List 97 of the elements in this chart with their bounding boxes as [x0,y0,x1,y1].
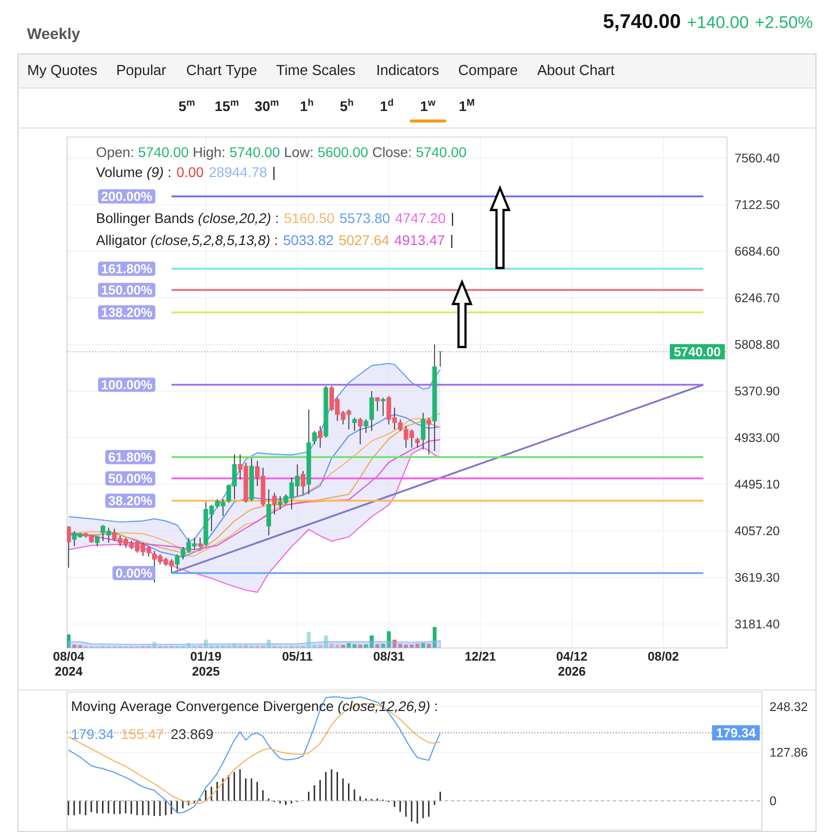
y-tick-label: 6684.60 [735,246,780,256]
annotation: 155.47 [122,729,163,740]
text: 15$^{m}$ [215,100,238,112]
annotation: 138.20% [102,308,152,317]
y-tick-label: 4933.00 [734,433,780,442]
candlestick [318,426,323,448]
annotation: 0.00% [116,568,152,578]
y-tick-label: 127.86 [770,748,808,757]
annotation: | [273,166,275,180]
candlestick [198,537,202,548]
candlestick [415,437,420,448]
annotation: 150.00% [102,285,152,295]
x-tick-label: 05/11 [282,652,312,661]
annotation: 100.00% [102,380,152,390]
annotation: 5027.64 [339,235,389,246]
y-tick-label: 7560.40 [735,154,780,162]
annotation: 61.80% [108,452,152,462]
annotation: 200.00% [101,192,152,201]
text: My Quotes [28,64,97,78]
y-tick-label: 7122.50 [735,200,780,210]
y-tick-label: 5808.80 [735,340,780,349]
candlestick [67,526,71,568]
annotation: 5740.00 [416,147,466,158]
text: About Chart [537,64,614,76]
chart-title: Weekly [27,28,80,42]
annotation: 5740.00 [230,147,280,158]
text: 1$^{M}$ [460,99,474,111]
x-tick-label: 01/19 2025 [190,652,222,676]
y-tick-label: 248.32 [770,702,808,712]
annotation: 50.00% [108,474,152,483]
annotation: 5160.50 [284,213,334,224]
candlestick [300,470,306,495]
annotation: 4913.47 [394,235,444,246]
annotation: Alligator (close,5,2,8,5,13,8) : [96,234,277,248]
annotation: 5600.00 [318,147,368,158]
y-tick-label: 6246.70 [735,293,780,302]
candlestick [364,418,368,434]
x-tick-label: 08/02 [648,652,678,661]
candlestick [380,397,386,416]
annotation: 23.869 [171,729,213,740]
text: Compare [458,64,518,78]
candlestick [420,412,426,450]
candlestick [312,430,317,445]
text: 5$^{h}$ [340,98,354,112]
y-tick-label: 4057.20 [734,526,780,536]
bar [324,635,328,648]
ref-line-label: 179.34 [716,728,756,738]
candlestick [358,417,363,445]
annotation: 179.34 [72,729,114,740]
candlestick [369,390,374,432]
text: Chart Type [186,64,256,78]
annotation: 0.00 [177,167,204,178]
text: 1$^{w}$ [420,100,436,111]
text: 1$^{h}$ [300,98,314,111]
annotation: 5033.82 [284,235,333,246]
text: Popular [117,64,166,78]
annotation: | [452,212,454,226]
text: Time Scales [276,64,355,76]
annotation: 5740.00 [138,147,188,158]
y-tick-label: 5370.90 [735,386,780,396]
annotation: 38.20% [108,496,152,506]
annotation: Volume (9) : [96,166,170,180]
candlestick [375,397,380,412]
annotation: 28944.78 [209,167,267,178]
text: +2.50% [756,16,812,28]
y-tick-label: 0 [770,796,776,806]
text: 1$^{d}$ [380,98,393,111]
text: 5,740.00 [604,14,680,32]
bar [386,631,391,648]
text: 5$^{m}$ [178,100,194,112]
line-series [68,439,441,550]
x-tick-label: 04/12 2026 [556,652,587,676]
candlestick [352,417,357,432]
candlestick [94,536,100,546]
text: Indicators [378,64,439,76]
candlestick [266,488,272,536]
annotation: 161.80% [102,264,152,274]
y-tick-label: 3181.40 [735,620,780,628]
annotation: Bollinger Bands (close,20,2) : [97,212,278,226]
y-tick-label: 4495.10 [734,480,780,489]
annotation: Close: [372,146,411,158]
annotation: 4747.20 [395,213,446,224]
x-tick-label: 12/21 [465,652,496,661]
annotation: | [451,234,452,248]
annotation: 5573.80 [340,213,390,224]
y-tick-label: 3619.30 [735,572,780,582]
annotation: Low: [285,147,312,158]
annotation: High: [194,146,224,160]
text: +140.00 [688,16,748,28]
candlestick [272,492,277,515]
x-tick-label: 08/31 [374,652,404,661]
ref-line-label: 5740.00 [674,347,720,356]
text: 30$^{m}$ [254,100,278,112]
candlestick [426,417,432,455]
x-tick-label: 08/04 2024 [53,652,84,676]
bar [421,642,426,648]
annotation: Open: [96,147,133,160]
